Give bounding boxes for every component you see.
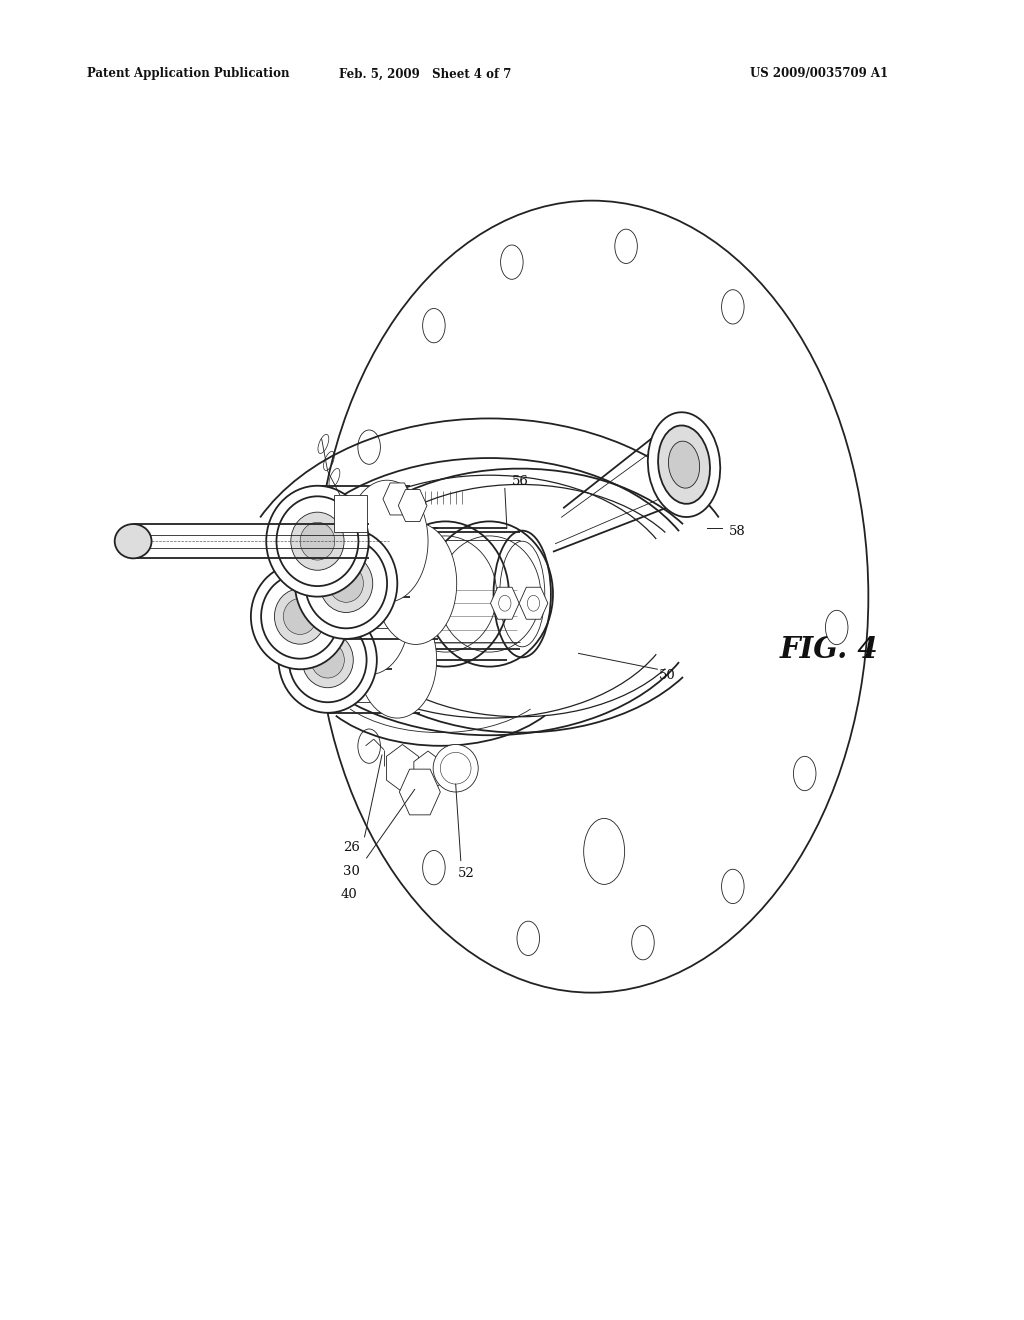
Ellipse shape: [274, 589, 326, 644]
Ellipse shape: [658, 425, 710, 504]
Ellipse shape: [319, 554, 373, 612]
Text: Feb. 5, 2009   Sheet 4 of 7: Feb. 5, 2009 Sheet 4 of 7: [339, 67, 511, 81]
Ellipse shape: [440, 752, 471, 784]
Text: FIG. 4: FIG. 4: [780, 635, 879, 664]
Ellipse shape: [279, 607, 377, 713]
Ellipse shape: [375, 523, 457, 644]
Ellipse shape: [295, 528, 397, 639]
Ellipse shape: [315, 201, 868, 993]
Text: 50: 50: [659, 669, 676, 682]
Ellipse shape: [291, 512, 344, 570]
Ellipse shape: [358, 602, 436, 718]
Ellipse shape: [276, 496, 358, 586]
Ellipse shape: [329, 565, 364, 602]
Ellipse shape: [302, 632, 353, 688]
Text: 30: 30: [343, 865, 359, 878]
Ellipse shape: [499, 595, 511, 611]
Ellipse shape: [266, 486, 369, 597]
Text: 58: 58: [729, 525, 745, 539]
Text: Patent Application Publication: Patent Application Publication: [87, 67, 290, 81]
Ellipse shape: [115, 524, 152, 558]
Text: 26: 26: [343, 841, 359, 854]
Ellipse shape: [251, 564, 349, 669]
Ellipse shape: [357, 430, 380, 465]
Text: US 2009/0035709 A1: US 2009/0035709 A1: [751, 67, 888, 81]
Ellipse shape: [357, 729, 380, 763]
Ellipse shape: [669, 441, 699, 488]
Ellipse shape: [722, 870, 744, 904]
Ellipse shape: [517, 921, 540, 956]
Ellipse shape: [423, 309, 445, 343]
Ellipse shape: [289, 618, 367, 702]
Ellipse shape: [423, 850, 445, 884]
Ellipse shape: [648, 412, 720, 517]
Ellipse shape: [433, 744, 478, 792]
Ellipse shape: [632, 925, 654, 960]
Ellipse shape: [261, 574, 339, 659]
Ellipse shape: [305, 539, 387, 628]
Ellipse shape: [722, 289, 744, 323]
Ellipse shape: [614, 230, 637, 264]
Ellipse shape: [794, 756, 816, 791]
Bar: [334, 495, 367, 532]
Ellipse shape: [584, 818, 625, 884]
Ellipse shape: [331, 558, 409, 675]
Ellipse shape: [825, 610, 848, 644]
Text: 40: 40: [341, 888, 357, 902]
Ellipse shape: [527, 595, 540, 611]
Ellipse shape: [346, 480, 428, 602]
Ellipse shape: [300, 523, 335, 560]
Ellipse shape: [284, 598, 316, 635]
Text: 52: 52: [458, 867, 474, 880]
Ellipse shape: [501, 246, 523, 280]
Ellipse shape: [311, 642, 344, 678]
Text: 56: 56: [512, 475, 528, 488]
